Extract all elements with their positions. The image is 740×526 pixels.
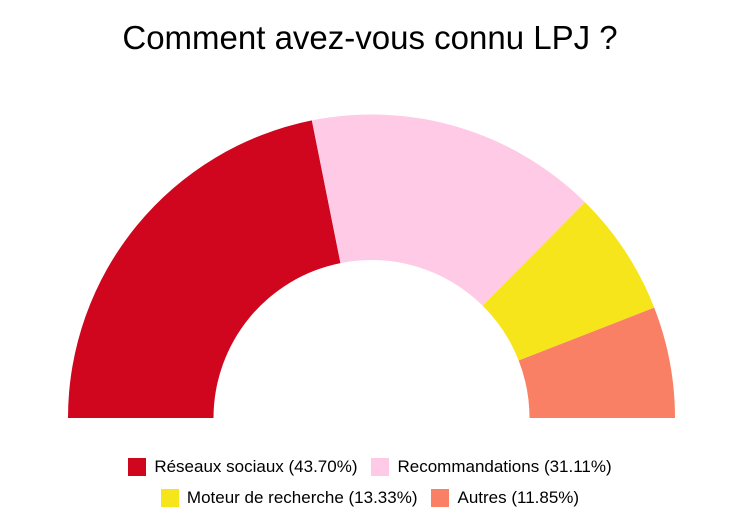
legend-item-recommandations[interactable]: Recommandations (31.11%) xyxy=(371,451,612,482)
legend-swatch-icon xyxy=(371,457,390,476)
legend-label: Autres (11.85%) xyxy=(457,487,580,507)
legend-item-moteur-de-recherche[interactable]: Moteur de recherche (13.33%) xyxy=(160,482,418,513)
legend-swatch-icon xyxy=(160,488,179,507)
legend-row-2: Moteur de recherche (13.33%) Autres (11.… xyxy=(0,482,740,513)
slice-moteur-de-recherche[interactable] xyxy=(482,202,655,361)
legend-row-1: Réseaux sociaux (43.70%) Recommandations… xyxy=(0,451,740,482)
slice-recommandations[interactable] xyxy=(311,114,585,306)
legend-label: Réseaux sociaux (43.70%) xyxy=(154,456,358,476)
legend-item-autres[interactable]: Autres (11.85%) xyxy=(431,482,579,513)
legend-label: Recommandations (31.11%) xyxy=(397,456,612,476)
chart-legend: Réseaux sociaux (43.70%) Recommandations… xyxy=(0,451,740,513)
legend-swatch-icon xyxy=(431,488,450,507)
legend-swatch-icon xyxy=(128,457,147,476)
chart-title: Comment avez-vous connu LPJ ? xyxy=(122,19,618,56)
legend-item-reseaux-sociaux[interactable]: Réseaux sociaux (43.70%) xyxy=(128,451,357,482)
legend-label: Moteur de recherche (13.33%) xyxy=(186,487,418,507)
slice-autres[interactable] xyxy=(518,307,675,418)
slice-r-seaux-sociaux[interactable] xyxy=(68,120,341,419)
